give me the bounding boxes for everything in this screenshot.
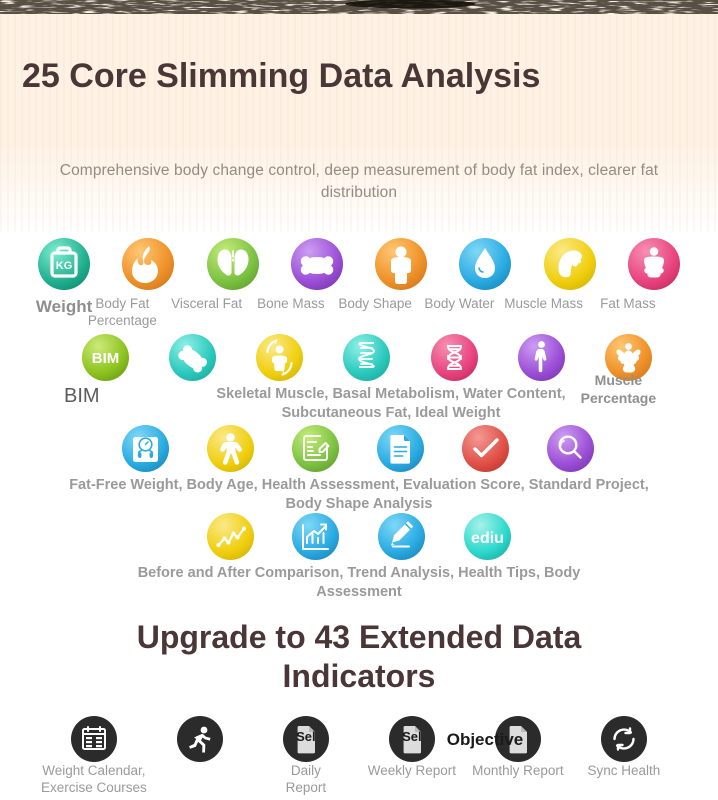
svg-text:KG: KG	[56, 260, 73, 272]
svg-text:BIM: BIM	[92, 350, 120, 367]
svg-text:ediu: ediu	[471, 530, 504, 547]
